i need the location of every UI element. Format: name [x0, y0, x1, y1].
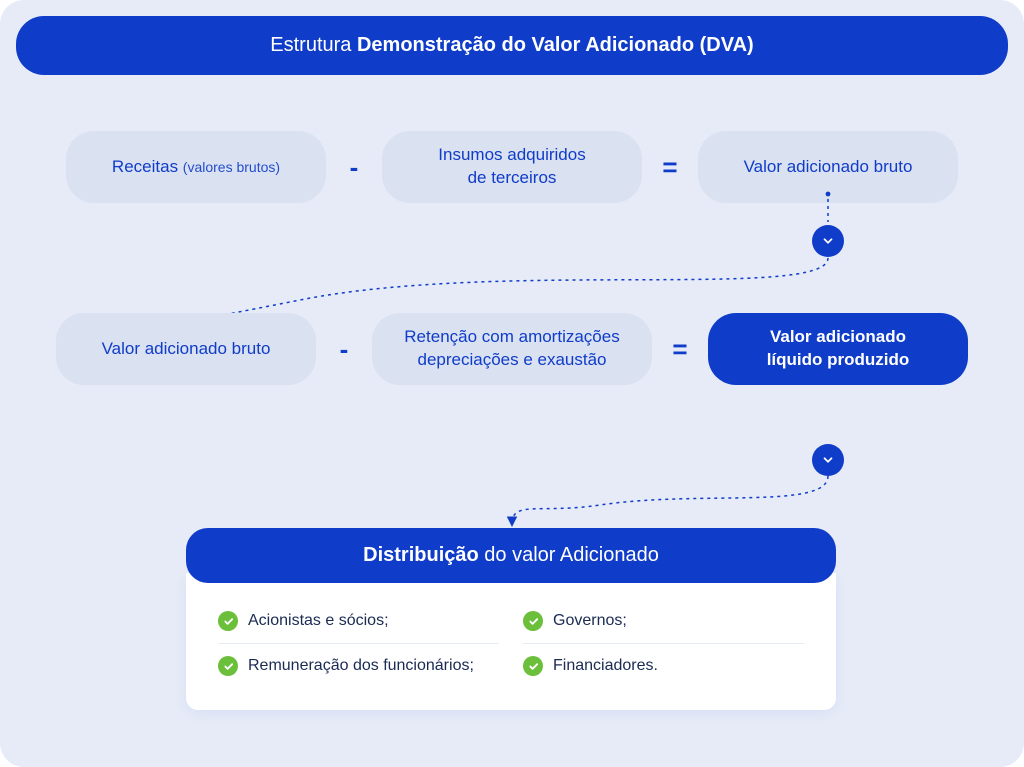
check-icon	[218, 656, 238, 676]
list-item-label: Acionistas e sócios;	[248, 612, 389, 630]
pill-receitas-main: Receitas	[112, 157, 183, 176]
title-bar: Estrutura Demonstração do Valor Adiciona…	[16, 16, 1008, 75]
pill-insumos: Insumos adquiridos de terceiros	[382, 131, 642, 203]
list-item-label: Financiadores.	[553, 657, 658, 675]
pill-valor-bruto-result-text: Valor adicionado bruto	[744, 156, 913, 179]
pill-valor-liquido-result: Valor adicionado líquido produzido	[708, 313, 968, 385]
equals-operator: =	[670, 334, 690, 365]
distribution-block: Distribuição do valor Adicionado Acionis…	[186, 528, 836, 710]
check-icon	[523, 656, 543, 676]
pill-valor-bruto-result: Valor adicionado bruto	[698, 131, 958, 203]
distribution-body: Acionistas e sócios; Governos; Remuneraç…	[186, 573, 836, 710]
pill-valor-bruto: Valor adicionado bruto	[56, 313, 316, 385]
equation-row-2: Valor adicionado bruto - Retenção com am…	[26, 313, 998, 385]
list-item: Governos;	[523, 599, 804, 644]
list-item-label: Remuneração dos funcionários;	[248, 657, 474, 675]
distribution-header: Distribuição do valor Adicionado	[186, 528, 836, 583]
pill-retencao-l2: depreciações e exaustão	[417, 349, 606, 372]
chevron-down-icon	[812, 225, 844, 257]
distribution-header-rest: do valor Adicionado	[479, 544, 659, 566]
pill-retencao: Retenção com amortizações depreciações e…	[372, 313, 652, 385]
minus-operator: -	[334, 334, 354, 365]
title-bold: Demonstração do Valor Adicionado (DVA)	[357, 34, 754, 56]
title-prefix: Estrutura	[270, 34, 357, 56]
pill-insumos-l1: Insumos adquiridos	[438, 144, 585, 167]
pill-receitas-sub: (valores brutos)	[183, 159, 280, 175]
pill-valor-bruto-text: Valor adicionado bruto	[102, 338, 271, 361]
minus-operator: -	[344, 152, 364, 183]
chevron-down-icon	[812, 444, 844, 476]
equation-row-1: Receitas (valores brutos) - Insumos adqu…	[26, 131, 998, 203]
list-item: Remuneração dos funcionários;	[218, 644, 499, 688]
check-icon	[218, 611, 238, 631]
equals-operator: =	[660, 152, 680, 183]
list-item-label: Governos;	[553, 612, 627, 630]
dva-diagram: Estrutura Demonstração do Valor Adiciona…	[0, 0, 1024, 767]
pill-valor-liquido-l1: Valor adicionado	[770, 326, 906, 349]
pill-valor-liquido-l2: líquido produzido	[767, 349, 910, 372]
pill-receitas: Receitas (valores brutos)	[66, 131, 326, 203]
list-item: Financiadores.	[523, 644, 804, 688]
list-item: Acionistas e sócios;	[218, 599, 499, 644]
check-icon	[523, 611, 543, 631]
pill-insumos-l2: de terceiros	[468, 167, 557, 190]
distribution-header-bold: Distribuição	[363, 544, 479, 566]
pill-retencao-l1: Retenção com amortizações	[404, 326, 619, 349]
